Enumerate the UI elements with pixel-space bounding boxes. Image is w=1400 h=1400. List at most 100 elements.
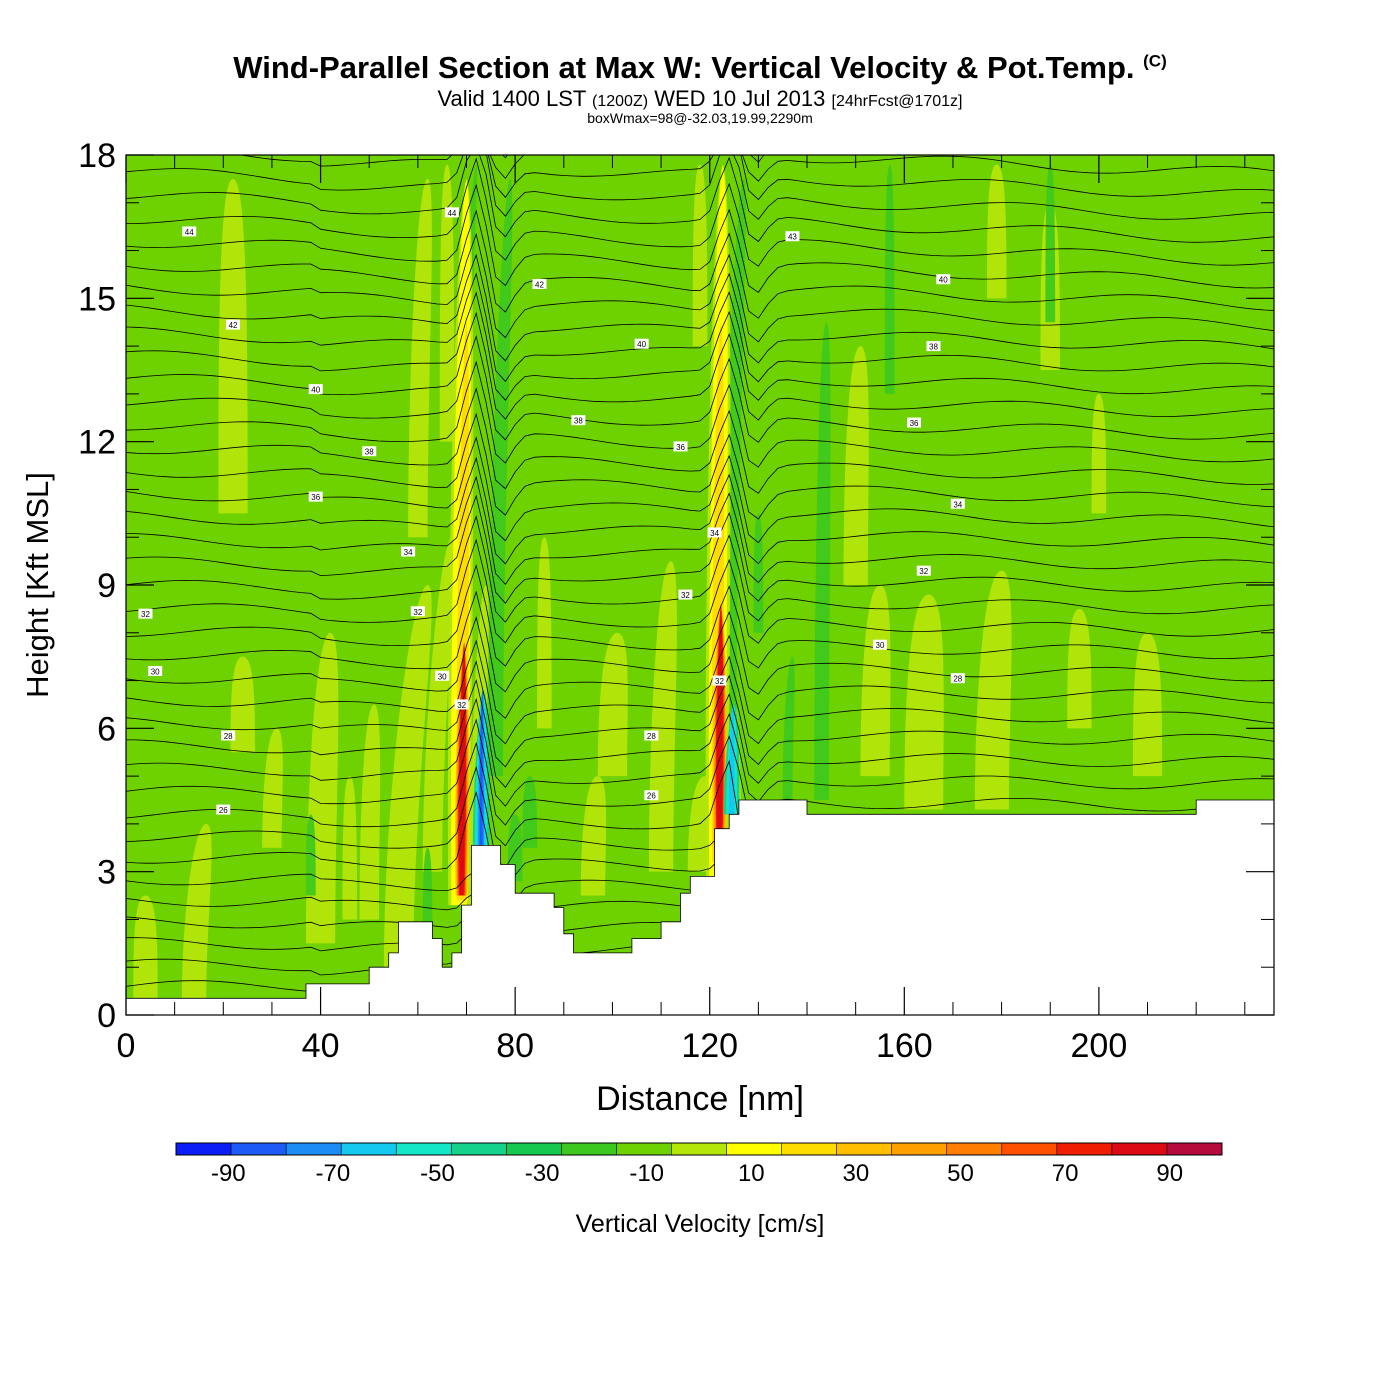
colorbar-swatch — [1111, 1143, 1168, 1155]
theta-label: 28 — [221, 730, 236, 741]
colorbar-swatch — [781, 1143, 838, 1155]
theta-label: 36 — [673, 441, 688, 452]
theta-label-text: 26 — [647, 792, 656, 801]
field-updraft-streak — [1091, 393, 1107, 514]
theta-label-text: 26 — [219, 806, 228, 815]
theta-label: 36 — [308, 491, 323, 502]
theta-label-box — [216, 804, 231, 815]
chart-title-text: Wind-Parallel Section at Max W: Vertical… — [233, 50, 1135, 85]
y-tick-label: 6 — [97, 710, 116, 748]
field-updraft-streak — [218, 178, 248, 514]
colorbar-tick-label: 10 — [738, 1160, 765, 1187]
theta-contour-line — [126, 538, 1274, 644]
field-downdraft-streak — [305, 814, 316, 896]
x-axis-label: Distance [nm] — [596, 1080, 804, 1118]
theta-contour-line — [126, 387, 1274, 494]
theta-label-text: 38 — [574, 417, 583, 426]
theta-label-text: 44 — [185, 228, 194, 237]
field-updraft-streak — [422, 537, 455, 872]
theta-label-box — [644, 790, 659, 801]
theta-label-box — [707, 527, 722, 538]
theta-label-text: 32 — [715, 677, 724, 686]
box-wmax-info: boxWmax=98@-32.03,19.99,2290m — [587, 110, 813, 126]
theta-contour-line — [126, 515, 1274, 623]
theta-label: 40 — [936, 274, 951, 285]
theta-label: 36 — [907, 417, 922, 428]
y-tick-label: 15 — [78, 280, 116, 318]
theta-label: 38 — [571, 415, 586, 426]
chart-subtitle: Valid 1400 LST (1200Z) WED 10 Jul 2013 [… — [0, 86, 1400, 112]
theta-label-box — [444, 207, 459, 218]
theta-label-text: 38 — [365, 448, 374, 457]
field-updraft-streak — [597, 632, 628, 777]
theta-label-text: 40 — [311, 386, 320, 395]
colorbar-swatch — [341, 1143, 397, 1155]
theta-label: 32 — [454, 699, 469, 710]
colorbar-swatch — [286, 1143, 342, 1155]
forecast-info: [24hrFcst@1701z] — [831, 93, 963, 110]
theta-contour-line — [126, 412, 1274, 520]
colorbar-tick-label: -70 — [316, 1160, 351, 1187]
theta-label: 26 — [216, 804, 231, 815]
theta-label-box — [785, 231, 800, 242]
theta-label-text: 40 — [939, 276, 948, 285]
theta-label-box — [308, 491, 323, 502]
theta-contour-line — [126, 155, 1274, 243]
theta-label-box — [148, 666, 163, 676]
theta-label-box — [182, 226, 197, 237]
theta-contour-line — [126, 564, 1274, 669]
theta-label-box — [454, 699, 469, 710]
field-downdraft-streak — [782, 656, 795, 800]
y-tick-label: 9 — [97, 567, 116, 605]
y-tick-label: 3 — [97, 854, 116, 892]
colorbar-swatch — [231, 1143, 287, 1155]
theta-label-text: 36 — [910, 419, 919, 428]
colorbar-swatch — [726, 1143, 783, 1155]
theta-label: 34 — [707, 527, 722, 538]
theta-contour-line — [126, 232, 1274, 343]
field-updraft-streak — [181, 823, 212, 1001]
theta-contour-line — [239, 155, 1274, 201]
field-updraft-streak — [537, 537, 552, 729]
field-updraft-streak — [342, 776, 358, 920]
valid-time: Valid 1400 LST — [437, 86, 586, 111]
theta-label: 42 — [226, 319, 241, 330]
theta-label-box — [308, 384, 323, 395]
colorbar-swatch — [1166, 1143, 1223, 1155]
theta-label-box — [926, 341, 941, 352]
theta-contour-line — [126, 590, 1274, 695]
theta-label-box — [410, 606, 425, 617]
theta-label-text: 32 — [919, 567, 928, 576]
theta-label-text: 28 — [647, 732, 656, 741]
field-updraft-streak — [860, 585, 891, 777]
theta-label-box — [936, 274, 951, 285]
theta-label-text: 42 — [535, 281, 544, 290]
colorbar-tick-label: -50 — [420, 1160, 455, 1187]
colorbar-tick-label: -30 — [525, 1160, 560, 1187]
field-downdraft-streak — [522, 776, 538, 848]
terrain-mask — [125, 799, 1275, 1016]
colorbar-tick-label: 30 — [843, 1160, 870, 1187]
theta-label-text: 34 — [710, 529, 719, 538]
theta-label-text: 28 — [953, 675, 962, 684]
theta-label: 42 — [532, 279, 547, 290]
theta-contour-line — [126, 475, 1274, 586]
theta-label-box — [872, 639, 887, 650]
field-updraft-streak — [1132, 632, 1163, 777]
theta-label: 26 — [644, 790, 659, 801]
x-tick-label: 160 — [876, 1027, 933, 1065]
x-tick-label: 80 — [496, 1027, 534, 1065]
theta-contour-line — [126, 335, 1274, 443]
theta-label: 32 — [410, 606, 425, 617]
theta-label: 30 — [872, 639, 887, 650]
theta-label-box — [571, 415, 586, 426]
colorbar-swatch — [616, 1143, 672, 1155]
theta-label: 30 — [148, 666, 163, 677]
theta-contour-line — [126, 360, 1274, 468]
theta-contour-line — [126, 456, 1274, 565]
theta-label-text: 32 — [457, 701, 466, 710]
theta-label: 28 — [950, 673, 965, 684]
theta-label-text: 32 — [141, 610, 150, 619]
theta-contour-line — [126, 616, 1274, 721]
